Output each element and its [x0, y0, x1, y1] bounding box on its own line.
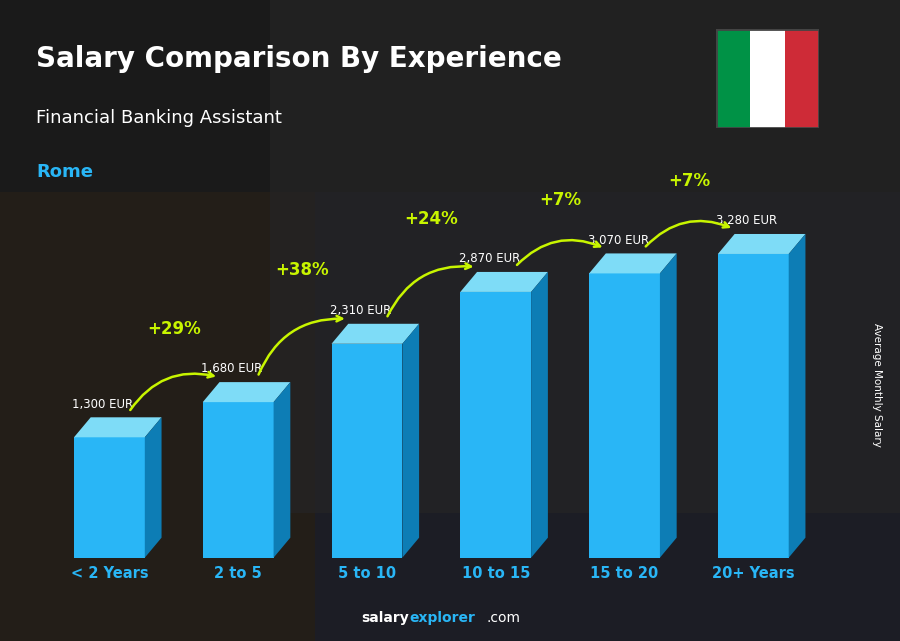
Polygon shape [74, 437, 145, 558]
Text: explorer: explorer [410, 611, 475, 625]
Text: 1,300 EUR: 1,300 EUR [72, 397, 133, 411]
Text: 3,280 EUR: 3,280 EUR [716, 214, 778, 228]
Polygon shape [531, 272, 548, 558]
Text: 2,310 EUR: 2,310 EUR [330, 304, 392, 317]
Polygon shape [331, 324, 419, 344]
Bar [270, 0, 900, 513]
Text: 2,870 EUR: 2,870 EUR [459, 253, 520, 265]
Polygon shape [331, 344, 402, 558]
Polygon shape [718, 254, 788, 558]
Text: salary: salary [362, 611, 410, 625]
Polygon shape [402, 324, 419, 558]
Polygon shape [460, 272, 548, 292]
Text: .com: .com [486, 611, 520, 625]
Bar [716, 29, 750, 128]
Text: Salary Comparison By Experience: Salary Comparison By Experience [36, 45, 562, 73]
Text: +38%: +38% [275, 262, 329, 279]
Polygon shape [145, 417, 161, 558]
Text: +7%: +7% [539, 191, 581, 209]
Polygon shape [590, 274, 660, 558]
Text: Rome: Rome [36, 163, 93, 181]
Text: +24%: +24% [404, 210, 458, 228]
Polygon shape [74, 417, 161, 437]
Text: +29%: +29% [147, 320, 201, 338]
Polygon shape [660, 253, 677, 558]
Bar [785, 29, 819, 128]
Text: Financial Banking Assistant: Financial Banking Assistant [36, 109, 282, 127]
Polygon shape [202, 402, 274, 558]
Polygon shape [202, 382, 291, 402]
Polygon shape [460, 292, 531, 558]
Bar [0, 192, 315, 641]
Polygon shape [590, 253, 677, 274]
Text: +7%: +7% [668, 172, 710, 190]
Polygon shape [718, 234, 806, 254]
Text: Average Monthly Salary: Average Monthly Salary [872, 322, 883, 447]
Bar [315, 192, 900, 641]
Polygon shape [788, 234, 806, 558]
Text: 1,680 EUR: 1,680 EUR [201, 362, 263, 376]
Text: 3,070 EUR: 3,070 EUR [588, 234, 649, 247]
Polygon shape [274, 382, 291, 558]
Bar [750, 29, 785, 128]
